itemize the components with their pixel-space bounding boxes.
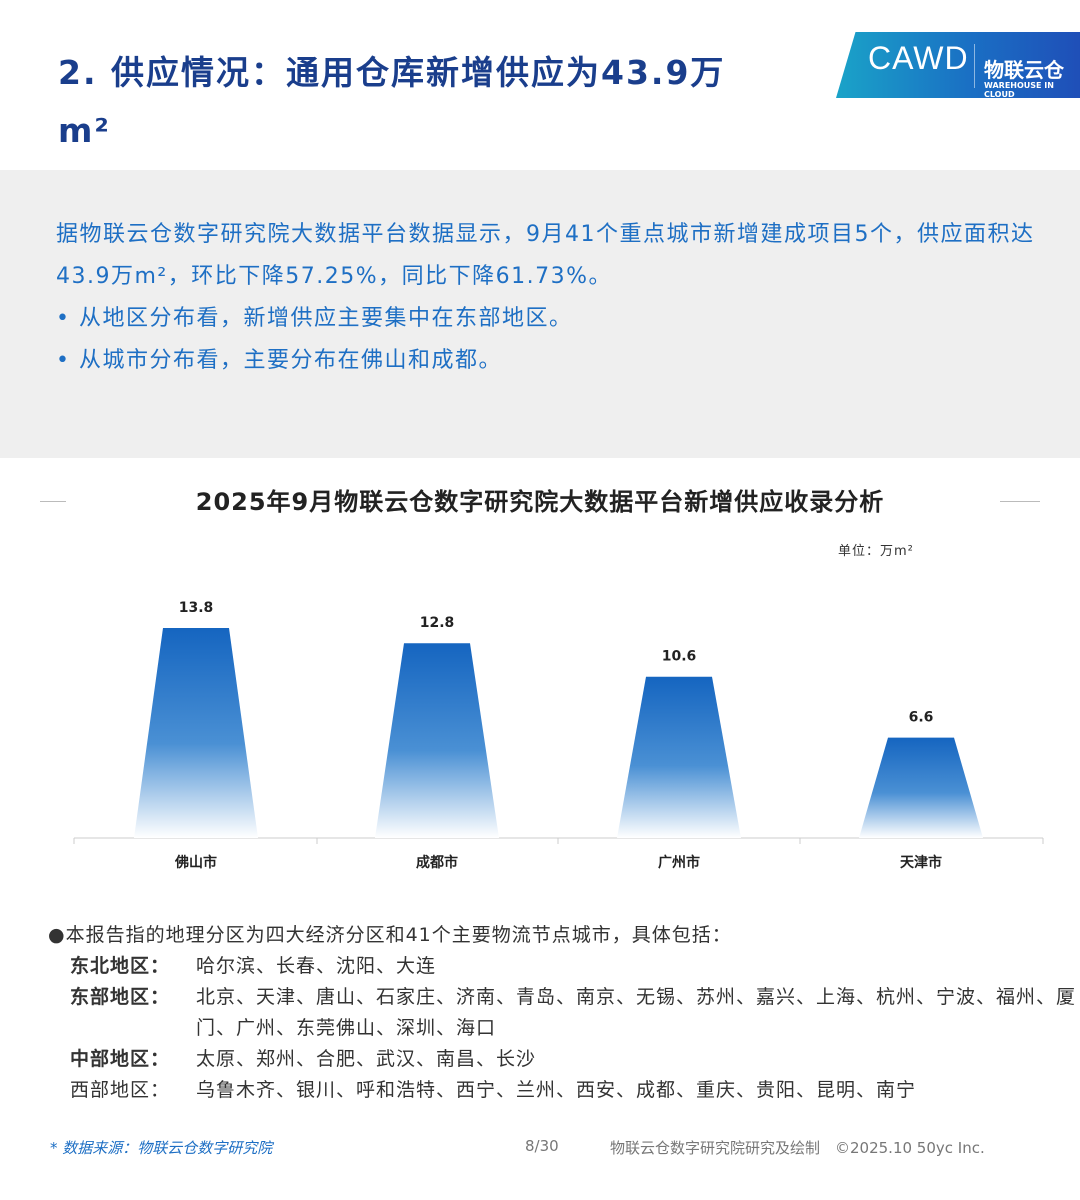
- page-number: 8/30: [525, 1137, 559, 1155]
- data-label: 10.6: [662, 649, 697, 665]
- x-tick-label: 佛山市: [174, 854, 217, 871]
- summary-bullet: • 从城市分布看，主要分布在佛山和成都。: [56, 348, 502, 373]
- region-cities: 北京、天津、唐山、石家庄、济南、青岛、南京、无锡、苏州、嘉兴、上海、杭州、宁波、…: [196, 986, 1077, 1039]
- region-row: 中部地区： 太原、郑州、合肥、武汉、南昌、长沙: [48, 1044, 1080, 1075]
- data-label: 13.8: [179, 600, 214, 616]
- logo: CAWD 物联云仓 WAREHOUSE IN CLOUD: [836, 32, 1080, 98]
- region-cities: 哈尔滨、长春、沈阳、大连: [196, 955, 437, 977]
- x-tick-label: 广州市: [658, 854, 700, 871]
- data-source: * 数据来源：物联云仓数字研究院: [50, 1139, 273, 1157]
- notes-intro: ●本报告指的地理分区为四大经济分区和41个主要物流节点城市，具体包括：: [48, 924, 732, 946]
- region-label: 东部地区：: [70, 986, 171, 1008]
- region-row: 东部地区： 北京、天津、唐山、石家庄、济南、青岛、南京、无锡、苏州、嘉兴、上海、杭…: [48, 982, 1080, 1044]
- title-rule: [1000, 501, 1040, 502]
- region-label: 西部地区：: [70, 1079, 171, 1101]
- summary-text: 据物联云仓数字研究院大数据平台数据显示，9月41个重点城市新增建成项目5个，供应…: [56, 222, 1035, 289]
- data-label: 12.8: [420, 615, 455, 631]
- region-cities: 乌鲁木齐、银川、呼和浩特、西宁、兰州、西安、成都、重庆、贵阳、昆明、南宁: [196, 1079, 917, 1101]
- x-tick-label: 成都市: [416, 854, 458, 871]
- chart-unit: 单位：万m²: [838, 544, 914, 559]
- bar: [134, 628, 258, 838]
- logo-cawd: CAWD: [868, 40, 969, 76]
- summary-bullet: • 从地区分布看，新增供应主要集中在东部地区。: [56, 306, 573, 331]
- x-tick-label: 天津市: [900, 854, 942, 871]
- region-label: 中部地区：: [70, 1048, 171, 1070]
- summary-panel: 据物联云仓数字研究院大数据平台数据显示，9月41个重点城市新增建成项目5个，供应…: [0, 170, 1080, 458]
- bar: [375, 643, 499, 838]
- region-row: 东北地区： 哈尔滨、长春、沈阳、大连: [48, 951, 1080, 982]
- region-row: 西部地区： 乌鲁木齐、银川、呼和浩特、西宁、兰州、西安、成都、重庆、贵阳、昆明、南…: [48, 1075, 1080, 1106]
- chart-title: 2025年9月物联云仓数字研究院大数据平台新增供应收录分析: [195, 488, 885, 516]
- logo-brand: 物联云仓: [984, 58, 1064, 82]
- title-rule: [40, 501, 66, 502]
- logo-divider: [974, 44, 975, 88]
- data-label: 6.6: [909, 710, 934, 726]
- region-cities: 太原、郑州、合肥、武汉、南昌、长沙: [196, 1048, 537, 1070]
- logo-sub: WAREHOUSE IN CLOUD: [984, 81, 1054, 99]
- region-label: 东北地区：: [70, 955, 171, 977]
- bar-chart: 13.8 佛山市 12.8 成都市 10.6 广州市 6.6 天津市: [73, 600, 1044, 871]
- page-title: 2. 供应情况：通用仓库新增供应为43.9万m²: [58, 53, 726, 150]
- credit: 物联云仓数字研究院研究及绘制 ©2025.10 50yc Inc.: [610, 1139, 985, 1157]
- bar: [859, 737, 983, 838]
- notes: ●本报告指的地理分区为四大经济分区和41个主要物流节点城市，具体包括： 东北地区…: [48, 920, 1080, 1106]
- bar: [617, 676, 741, 838]
